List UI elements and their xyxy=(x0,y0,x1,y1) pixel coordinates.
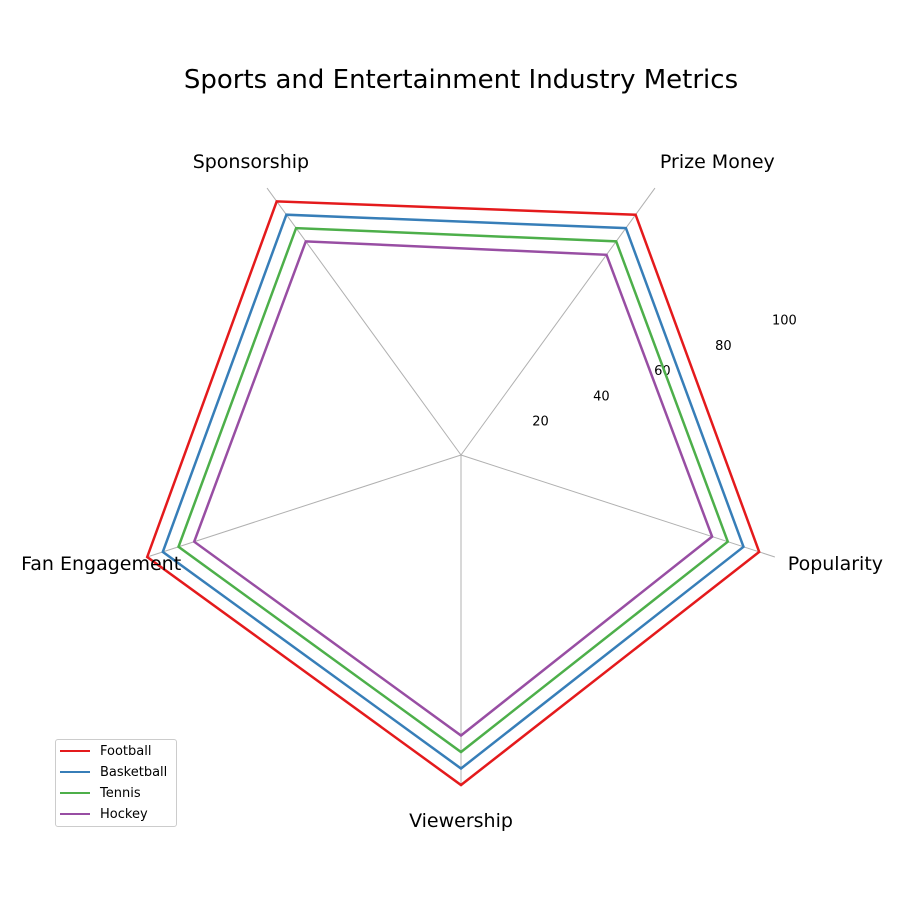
radial-tick-label: 80 xyxy=(715,339,732,354)
axis-label-sponsorship: Sponsorship xyxy=(193,151,309,173)
chart-title: Sports and Entertainment Industry Metric… xyxy=(184,65,738,95)
legend: Football Basketball Tennis Hockey xyxy=(55,739,177,827)
legend-item-hockey: Hockey xyxy=(60,804,148,824)
radial-tick-label: 40 xyxy=(593,389,610,404)
series-tennis-line xyxy=(176,226,730,754)
series-basketball-line xyxy=(161,213,745,771)
axis-label-popularity: Popularity xyxy=(788,553,883,575)
spoke-fan-engagement xyxy=(146,454,462,558)
axis-label-prize-money: Prize Money xyxy=(660,151,775,173)
legend-item-football: Football xyxy=(60,741,151,761)
legend-swatch xyxy=(60,813,90,815)
radial-tick-label: 100 xyxy=(772,314,797,329)
axis-labels: Popularity Viewership Fan Engagement Sponso… xyxy=(21,151,883,832)
legend-swatch xyxy=(60,750,90,752)
axis-label-viewership: Viewership xyxy=(409,810,513,832)
series-layer xyxy=(145,200,761,787)
series-football-line xyxy=(145,200,761,787)
legend-label: Hockey xyxy=(100,806,148,822)
radial-tick-label: 20 xyxy=(532,415,549,430)
legend-label: Basketball xyxy=(100,764,168,780)
legend-swatch xyxy=(60,792,90,794)
legend-item-basketball: Basketball xyxy=(60,762,167,782)
legend-item-tennis: Tennis xyxy=(60,783,141,803)
spoke-sponsorship xyxy=(266,187,462,456)
series-hockey-line xyxy=(192,240,714,738)
radar-spokes xyxy=(146,187,776,785)
legend-label: Tennis xyxy=(100,785,141,801)
spoke-prize-money xyxy=(460,187,656,456)
legend-label: Football xyxy=(100,743,152,759)
axis-label-fan-engagement: Fan Engagement xyxy=(21,553,181,575)
spoke-popularity xyxy=(460,454,776,558)
legend-swatch xyxy=(60,771,90,773)
